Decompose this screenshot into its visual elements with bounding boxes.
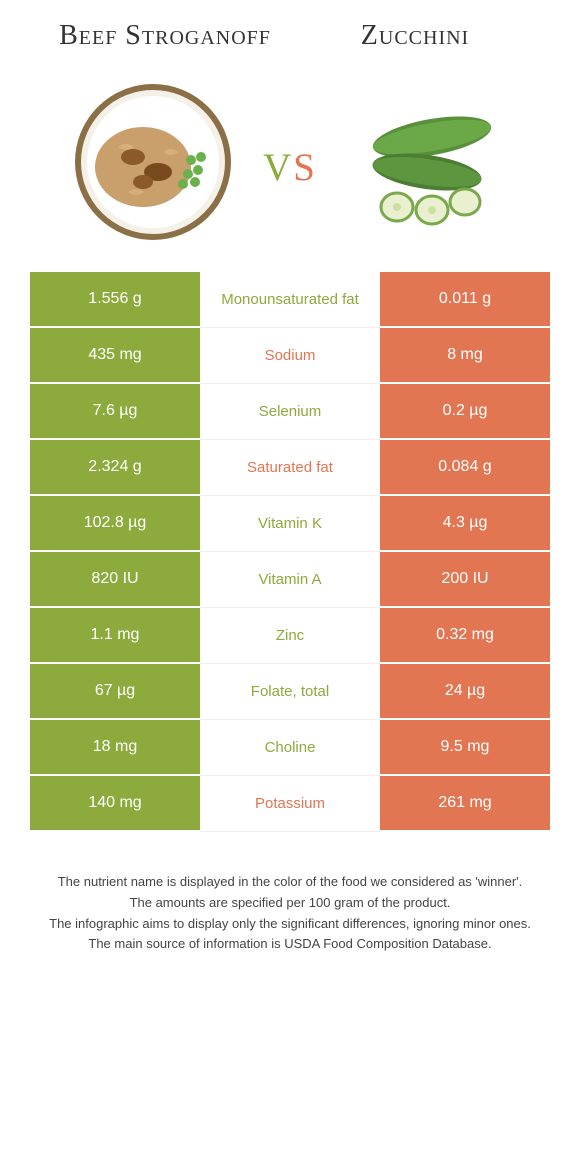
header: Beef Stroganoff Zucchini [0, 0, 580, 62]
left-value: 1.556 g [30, 272, 200, 328]
left-value: 7.6 µg [30, 384, 200, 440]
nutrient-label: Selenium [200, 384, 380, 440]
left-value: 67 µg [30, 664, 200, 720]
right-value: 9.5 mg [380, 720, 550, 776]
nutrient-label: Monounsaturated fat [200, 272, 380, 328]
left-value: 820 IU [30, 552, 200, 608]
right-food-title: Zucchini [290, 20, 540, 52]
table-row: 2.324 gSaturated fat0.084 g [30, 440, 550, 496]
vs-s: s [293, 131, 317, 193]
right-value: 4.3 µg [380, 496, 550, 552]
nutrient-label: Saturated fat [200, 440, 380, 496]
table-row: 1.1 mgZinc0.32 mg [30, 608, 550, 664]
nutrient-label: Vitamin K [200, 496, 380, 552]
right-value: 261 mg [380, 776, 550, 832]
right-value: 24 µg [380, 664, 550, 720]
left-value: 1.1 mg [30, 608, 200, 664]
table-row: 7.6 µgSelenium0.2 µg [30, 384, 550, 440]
footer-line-4: The main source of information is USDA F… [30, 934, 550, 955]
beef-stroganoff-image [73, 82, 233, 242]
footer-line-2: The amounts are specified per 100 gram o… [30, 893, 550, 914]
table-row: 1.556 gMonounsaturated fat0.011 g [30, 272, 550, 328]
nutrient-label: Vitamin A [200, 552, 380, 608]
table-row: 67 µgFolate, total24 µg [30, 664, 550, 720]
vs-v: v [263, 131, 293, 193]
left-value: 102.8 µg [30, 496, 200, 552]
comparison-table: 1.556 gMonounsaturated fat0.011 g435 mgS… [30, 272, 550, 832]
left-value: 435 mg [30, 328, 200, 384]
vs-label: vs [263, 130, 317, 194]
right-value: 0.32 mg [380, 608, 550, 664]
table-row: 18 mgCholine9.5 mg [30, 720, 550, 776]
nutrient-label: Sodium [200, 328, 380, 384]
images-row: vs [0, 62, 580, 272]
table-row: 435 mgSodium8 mg [30, 328, 550, 384]
table-row: 140 mgPotassium261 mg [30, 776, 550, 832]
left-value: 18 mg [30, 720, 200, 776]
right-value: 0.2 µg [380, 384, 550, 440]
right-value: 200 IU [380, 552, 550, 608]
left-value: 2.324 g [30, 440, 200, 496]
footer-notes: The nutrient name is displayed in the co… [0, 832, 580, 975]
right-value: 0.011 g [380, 272, 550, 328]
nutrient-label: Potassium [200, 776, 380, 832]
nutrient-label: Choline [200, 720, 380, 776]
nutrient-label: Zinc [200, 608, 380, 664]
nutrient-label: Folate, total [200, 664, 380, 720]
table-row: 820 IUVitamin A200 IU [30, 552, 550, 608]
zucchini-image [347, 82, 507, 242]
right-value: 8 mg [380, 328, 550, 384]
table-row: 102.8 µgVitamin K4.3 µg [30, 496, 550, 552]
right-value: 0.084 g [380, 440, 550, 496]
left-value: 140 mg [30, 776, 200, 832]
left-food-title: Beef Stroganoff [40, 20, 290, 52]
footer-line-1: The nutrient name is displayed in the co… [30, 872, 550, 893]
footer-line-3: The infographic aims to display only the… [30, 914, 550, 935]
